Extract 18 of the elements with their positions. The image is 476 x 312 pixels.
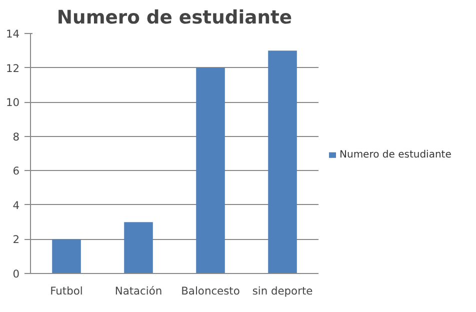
y-tick-label: 4 xyxy=(12,198,20,212)
y-tick-label: 0 xyxy=(12,268,20,280)
chart-title: Numero de estudiante xyxy=(56,8,292,28)
bar xyxy=(196,68,225,274)
y-tick-label: 12 xyxy=(6,62,20,75)
x-tick-label: Futbol xyxy=(50,284,83,298)
y-tick-label: 14 xyxy=(6,28,20,40)
bar xyxy=(124,222,153,274)
y-tick-label: 2 xyxy=(12,233,20,246)
y-tick-label: 8 xyxy=(12,130,20,144)
y-tick-label: 6 xyxy=(12,164,20,178)
x-tick-label: Natación xyxy=(114,284,162,298)
x-tick-label: sin deporte xyxy=(252,284,313,298)
y-tick-label: 10 xyxy=(6,96,20,110)
legend-label: Numero de estudiante xyxy=(340,150,452,161)
bar xyxy=(52,239,81,274)
bar xyxy=(268,50,297,274)
x-tick-label: Baloncesto xyxy=(181,284,240,298)
